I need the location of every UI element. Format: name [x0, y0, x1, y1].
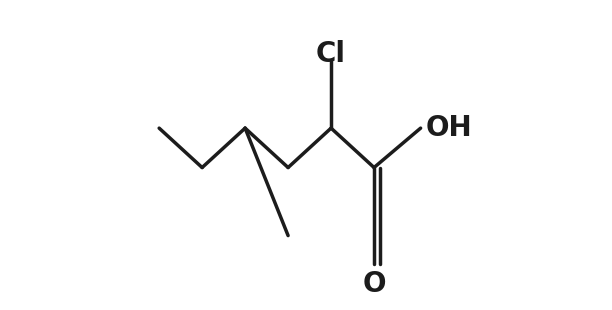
Text: Cl: Cl [316, 40, 346, 69]
Text: OH: OH [426, 114, 472, 142]
Text: O: O [362, 270, 386, 298]
